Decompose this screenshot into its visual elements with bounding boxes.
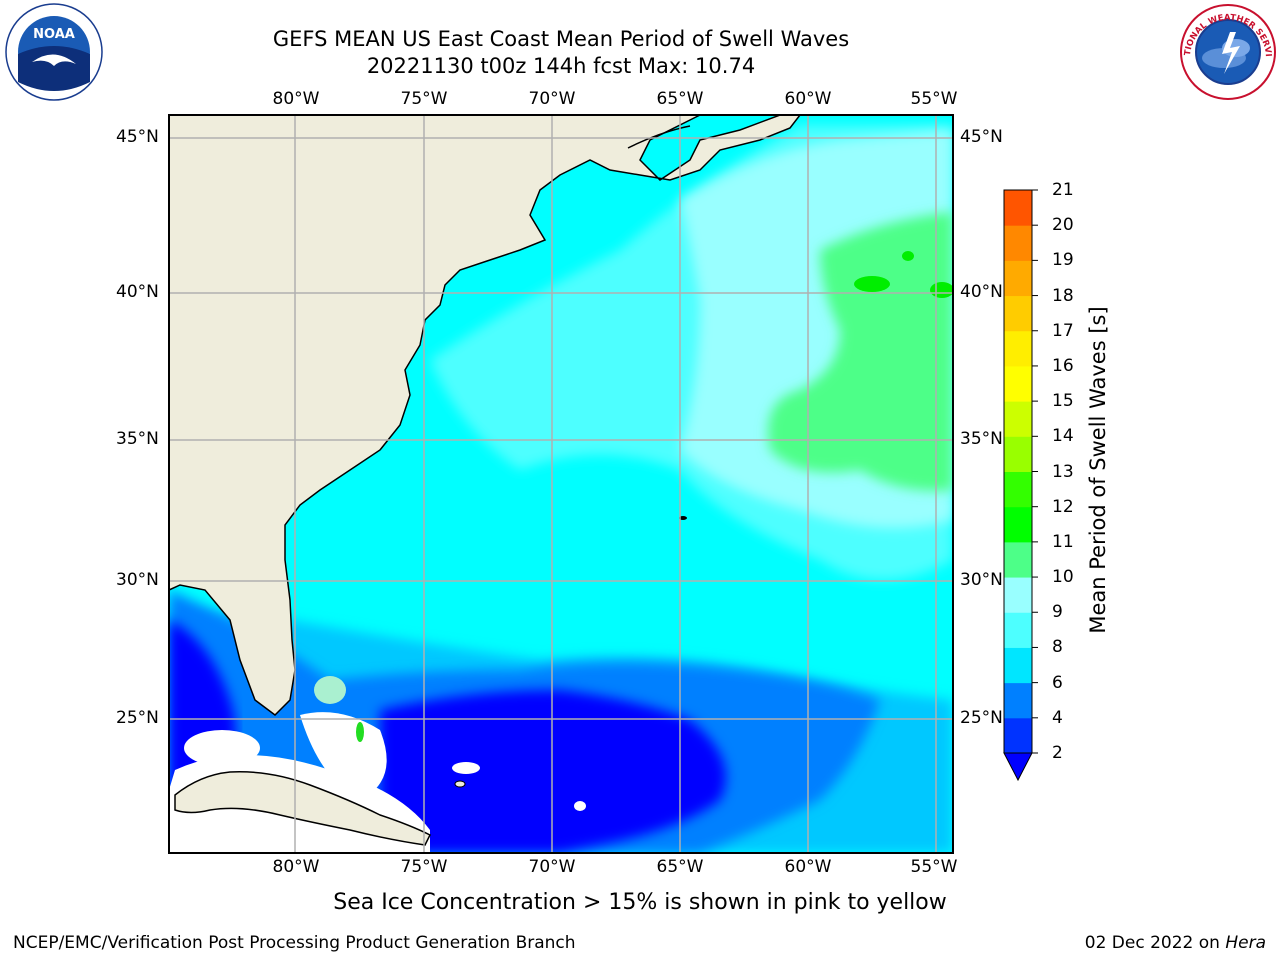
lon-label-bottom: 75°W — [400, 857, 448, 877]
colorbar-segment — [1004, 260, 1032, 297]
colorbar-segment — [1004, 541, 1032, 578]
colorbar-tick-label: 8 — [1052, 637, 1063, 658]
lat-label-left: 25°N — [116, 708, 159, 728]
lon-label-top: 80°W — [272, 89, 320, 109]
svg-text:NOAA: NOAA — [33, 27, 75, 42]
colorbar-segment — [1004, 577, 1032, 613]
noaa-logo: NOAA — [5, 3, 103, 101]
chart-title: GEFS MEAN US East Coast Mean Period of S… — [272, 27, 850, 51]
colorbar-tick-label: 13 — [1052, 461, 1074, 482]
colorbar-tick-label: 12 — [1052, 496, 1074, 517]
lat-label-right: 25°N — [960, 708, 1003, 728]
lat-label-right: 45°N — [960, 127, 1003, 147]
lon-label-top: 75°W — [400, 89, 448, 109]
colorbar-segment — [1004, 365, 1032, 402]
lat-label-left: 30°N — [116, 570, 159, 590]
colorbar-segment — [1004, 717, 1032, 754]
colorbar-tick-label: 18 — [1052, 285, 1074, 306]
colorbar-tick-label: 14 — [1052, 426, 1074, 447]
colorbar-tick-label: 9 — [1052, 602, 1063, 623]
lat-label-left: 40°N — [116, 282, 159, 302]
colorbar-segment — [1004, 330, 1032, 367]
nws-logo: NATIONAL WEATHER SERVICE — [1178, 2, 1276, 100]
colorbar-tick-label: 16 — [1052, 355, 1074, 376]
colorbar-extend-arrow — [1003, 752, 1033, 782]
colorbar-segment — [1004, 506, 1032, 543]
lon-label-bottom: 80°W — [272, 857, 320, 877]
colorbar-segment — [1004, 190, 1032, 226]
colorbar-label: Mean Period of Swell Waves [s] — [1086, 306, 1110, 634]
sea-ice-note: Sea Ice Concentration > 15% is shown in … — [333, 890, 947, 915]
credit-text: NCEP/EMC/Verification Post Processing Pr… — [13, 933, 576, 953]
contour-lt-2s — [380, 690, 726, 853]
colorbar-segment — [1004, 436, 1032, 472]
lat-label-left: 35°N — [116, 429, 159, 449]
machine-name: Hera — [1225, 933, 1266, 953]
colorbar-segment — [1004, 612, 1032, 648]
map-frame — [168, 114, 954, 854]
lat-label-right: 30°N — [960, 570, 1003, 590]
colorbar-tick-label: 17 — [1052, 320, 1074, 341]
colorbar-tick-label: 6 — [1052, 672, 1063, 693]
colorbar-segment — [1004, 401, 1032, 437]
land-north-america — [169, 115, 801, 716]
colorbar-tick-label: 15 — [1052, 391, 1074, 412]
colorbar-tick-label: 20 — [1052, 215, 1074, 236]
lat-label-right: 35°N — [960, 429, 1003, 449]
colorbar-segment — [1004, 682, 1032, 719]
colorbar-tick-label: 21 — [1052, 180, 1074, 200]
land-cuba — [174, 771, 432, 846]
run-date: 02 Dec 2022 on Hera — [1085, 933, 1266, 953]
swell-period-field — [169, 115, 953, 853]
lat-label-right: 40°N — [960, 282, 1003, 302]
lon-label-bottom: 65°W — [656, 857, 704, 877]
contour-10-11s — [854, 276, 890, 292]
contour-9-10s — [768, 212, 953, 491]
colorbar-tick-label: 19 — [1052, 250, 1074, 271]
colorbar-tick-label: 4 — [1052, 707, 1063, 728]
lon-label-top: 70°W — [528, 89, 576, 109]
lon-label-top: 55°W — [910, 89, 958, 109]
chart-subtitle: 20221130 t00z 144h fcst Max: 10.74 — [366, 54, 756, 78]
colorbar — [1003, 189, 1038, 782]
lon-label-top: 60°W — [784, 89, 832, 109]
lon-label-top: 65°W — [656, 89, 704, 109]
lon-label-bottom: 55°W — [910, 857, 958, 877]
lon-label-bottom: 60°W — [784, 857, 832, 877]
colorbar-tick-label: 11 — [1052, 531, 1074, 552]
map-gridlines — [169, 115, 953, 853]
colorbar-segment — [1004, 225, 1032, 261]
lat-label-left: 45°N — [116, 127, 159, 147]
run-date-text: 02 Dec 2022 on — [1084, 933, 1226, 953]
colorbar-tick-label: 2 — [1052, 743, 1063, 763]
colorbar-segment — [1004, 471, 1032, 508]
colorbar-tick-label: 10 — [1052, 567, 1074, 588]
colorbar-segment — [1004, 295, 1032, 332]
lon-label-bottom: 70°W — [528, 857, 576, 877]
colorbar-segment — [1004, 647, 1032, 684]
